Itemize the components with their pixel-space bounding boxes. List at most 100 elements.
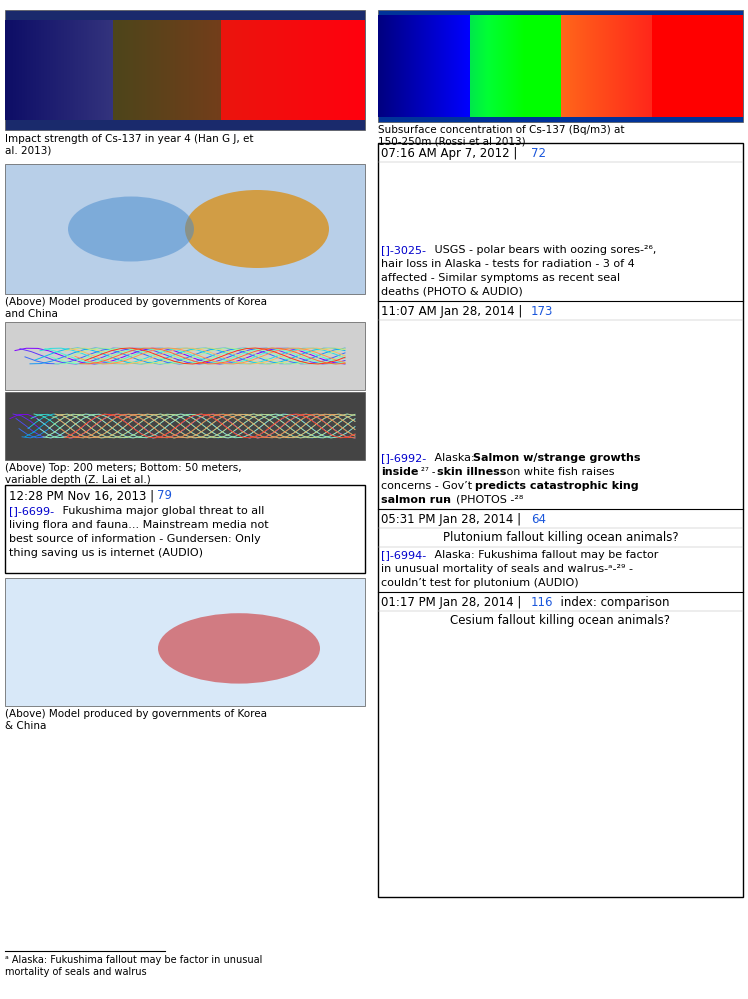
Text: (Above) Model produced by governments of Korea
& China: (Above) Model produced by governments of… xyxy=(5,709,267,730)
Bar xyxy=(203,20,204,120)
Bar xyxy=(618,15,619,117)
Bar xyxy=(683,15,684,117)
Bar xyxy=(329,20,330,120)
Bar xyxy=(102,20,103,120)
Bar xyxy=(599,15,600,117)
Bar xyxy=(185,20,186,120)
Bar xyxy=(79,20,80,120)
Bar xyxy=(277,20,278,120)
Bar xyxy=(355,20,356,120)
Bar xyxy=(93,20,94,120)
Bar xyxy=(189,20,190,120)
Bar xyxy=(566,15,567,117)
Bar xyxy=(292,20,293,120)
Bar xyxy=(318,20,319,120)
Bar xyxy=(723,15,724,117)
Bar xyxy=(710,15,711,117)
Bar xyxy=(90,20,91,120)
Bar xyxy=(6,20,7,120)
Bar xyxy=(720,15,721,117)
Bar xyxy=(573,15,574,117)
Bar xyxy=(81,20,82,120)
Bar xyxy=(705,15,706,117)
Bar xyxy=(493,15,494,117)
Bar xyxy=(550,15,551,117)
Bar xyxy=(476,15,477,117)
Bar xyxy=(622,15,623,117)
Bar xyxy=(519,15,520,117)
Bar xyxy=(482,15,483,117)
Bar xyxy=(313,20,314,120)
Bar xyxy=(667,15,668,117)
Bar xyxy=(338,20,339,120)
Bar xyxy=(548,15,549,117)
Bar xyxy=(49,20,50,120)
Bar xyxy=(247,20,248,120)
Bar xyxy=(610,15,611,117)
Text: concerns - Gov’t: concerns - Gov’t xyxy=(381,481,476,491)
Bar xyxy=(628,15,629,117)
Text: deaths (PHOTO & AUDIO): deaths (PHOTO & AUDIO) xyxy=(381,287,523,297)
Bar xyxy=(159,20,160,120)
Bar xyxy=(502,15,503,117)
Bar xyxy=(441,15,442,117)
Bar xyxy=(241,20,242,120)
Bar xyxy=(325,20,326,120)
Bar xyxy=(410,15,411,117)
Bar xyxy=(707,15,708,117)
Bar xyxy=(71,20,72,120)
Bar xyxy=(722,15,723,117)
Bar xyxy=(328,20,329,120)
Bar xyxy=(229,20,230,120)
Bar xyxy=(158,20,159,120)
Bar xyxy=(580,15,581,117)
Bar xyxy=(420,15,421,117)
Bar xyxy=(166,20,167,120)
Text: 173: 173 xyxy=(531,305,554,318)
Text: 07:16 AM Apr 7, 2012 |: 07:16 AM Apr 7, 2012 | xyxy=(381,147,521,160)
Bar xyxy=(435,15,436,117)
Bar xyxy=(650,15,651,117)
Bar xyxy=(390,15,391,117)
Bar xyxy=(658,15,659,117)
Bar xyxy=(634,15,635,117)
Bar xyxy=(642,15,643,117)
Bar xyxy=(179,20,180,120)
Text: skin illness: skin illness xyxy=(437,467,506,477)
Bar xyxy=(233,20,234,120)
Text: (Above) Model produced by governments of Korea
and China: (Above) Model produced by governments of… xyxy=(5,297,267,319)
Bar xyxy=(347,20,348,120)
Bar xyxy=(113,20,114,120)
Bar xyxy=(640,15,641,117)
Bar xyxy=(616,15,617,117)
Bar xyxy=(332,20,333,120)
Bar xyxy=(184,20,185,120)
Bar xyxy=(598,15,599,117)
Bar xyxy=(12,20,13,120)
Bar xyxy=(491,15,492,117)
Bar xyxy=(130,20,131,120)
Text: Alaska:: Alaska: xyxy=(431,453,478,463)
Bar xyxy=(536,15,537,117)
Bar xyxy=(570,15,571,117)
Bar xyxy=(639,15,640,117)
Bar xyxy=(19,20,20,120)
Bar xyxy=(349,20,350,120)
Bar xyxy=(132,20,133,120)
Bar xyxy=(562,15,563,117)
Bar xyxy=(481,15,482,117)
Bar xyxy=(701,15,702,117)
Bar xyxy=(378,164,743,242)
Bar xyxy=(174,20,175,120)
Bar xyxy=(161,20,162,120)
Bar xyxy=(74,20,75,120)
Text: 116: 116 xyxy=(531,596,554,609)
Bar xyxy=(22,20,23,120)
Bar xyxy=(172,20,173,120)
Bar xyxy=(594,15,595,117)
Text: Plutonium fallout killing ocean animals?: Plutonium fallout killing ocean animals? xyxy=(443,531,678,544)
Bar xyxy=(660,15,661,117)
Bar xyxy=(16,20,17,120)
Bar xyxy=(5,322,365,390)
Bar xyxy=(165,20,166,120)
